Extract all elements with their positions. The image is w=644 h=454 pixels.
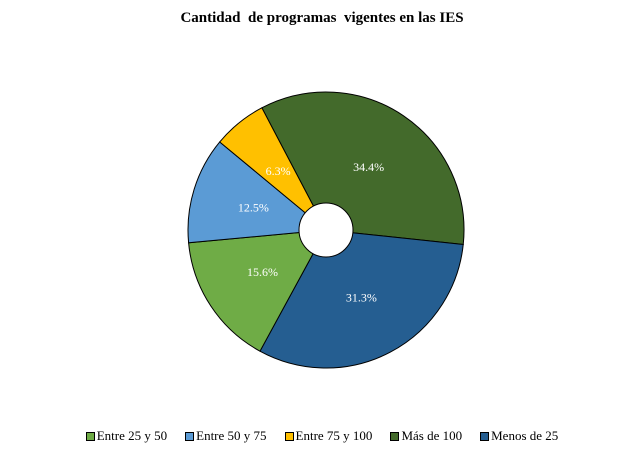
data-label: 15.6% (247, 265, 278, 279)
slice-m-s-de-100 (261, 91, 465, 246)
slice-entre-75-y-100 (219, 107, 327, 231)
legend-label: Entre 75 y 100 (295, 428, 373, 443)
data-label: 34.4% (353, 160, 384, 174)
chart-title: Cantidad de programas vigentes en las IE… (180, 10, 464, 26)
legend-item: Entre 25 y 50 (85, 428, 168, 444)
legend-label: Entre 25 y 50 (96, 428, 168, 443)
slice-entre-50-y-75 (187, 141, 328, 244)
legend-swatch (185, 431, 195, 441)
legend-swatch (85, 431, 95, 441)
slice-menos-de-25 (259, 229, 464, 369)
legend-swatch (284, 431, 294, 441)
legend-label: Entre 50 y 75 (196, 428, 267, 443)
data-label: 31.3% (346, 290, 377, 304)
legend-label: Menos de 25 (491, 428, 559, 443)
legend-label: Más de 100 (401, 428, 463, 443)
legend-item: Entre 75 y 100 (284, 428, 373, 444)
legend: Entre 25 y 50 Entre 50 y 75 Entre 75 y 100… (0, 428, 644, 444)
legend-item: Entre 50 y 75 (185, 428, 267, 444)
slice-entre-25-y-50 (188, 229, 327, 352)
data-label: 12.5% (238, 201, 269, 215)
legend-swatch (390, 431, 400, 441)
legend-item: Menos de 25 (480, 428, 558, 444)
data-label: 6.3% (266, 164, 291, 178)
legend-item: Más de 100 (390, 428, 462, 444)
legend-swatch (480, 431, 490, 441)
donut-hole (298, 202, 354, 258)
